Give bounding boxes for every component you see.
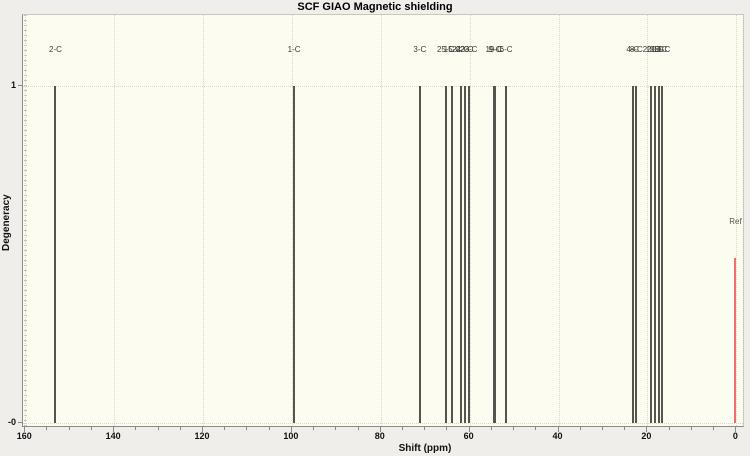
x-major-tick [24,427,26,432]
peak-stick [650,86,653,423]
peak-label: 19-C [485,45,503,54]
x-minor-tick [535,427,537,430]
x-gridline [647,15,649,426]
x-gridline [469,15,471,426]
x-major-tick [557,427,559,432]
peak-stick [660,86,663,423]
x-minor-tick [268,427,270,430]
x-minor-tick [46,427,48,430]
x-tick-label: 0 [732,431,738,441]
peak-label: 25-C [436,45,455,54]
x-minor-tick [668,427,670,430]
x-minor-tick [690,427,692,430]
x-minor-tick [246,427,248,430]
x-gridline [558,15,560,426]
peak-stick [631,86,634,423]
x-minor-tick [602,427,603,430]
peak-stick [293,86,296,423]
chart-title: SCF GIAO Magnetic shielding [297,1,453,13]
x-minor-tick [624,427,626,430]
peak-stick [654,86,657,423]
peak-label: 9-C [488,45,502,54]
x-minor-tick [224,427,226,430]
peak-label: 22-C [456,45,474,54]
x-major-tick [646,427,648,432]
peak-label: 8-C [629,45,643,54]
x-gridline [380,15,382,426]
x-minor-tick [446,427,448,430]
x-minor-tick [579,427,581,430]
x-minor-tick [313,427,315,430]
peak-label: 4-C [626,45,640,54]
peak-label: 18-C [652,45,671,54]
x-minor-tick [68,427,70,430]
x-minor-tick [135,427,137,430]
peak-stick [635,86,638,423]
peak-stick [459,86,462,423]
x-minor-tick [713,427,715,430]
peak-stick [505,86,508,423]
y-gridline [23,86,743,87]
x-minor-tick [90,427,92,430]
peak-label: 3-C [413,45,427,54]
peak-label: 16-C [649,45,668,54]
peak-stick [463,86,466,423]
peak-label: 21-C [646,45,665,54]
x-tick-label: 40 [552,431,563,441]
peak-stick [444,86,447,423]
x-minor-tick [513,427,515,430]
peak-label: 6-C [499,45,513,54]
x-minor-tick [157,427,159,430]
y-gridline [23,423,743,424]
x-minor-tick [335,427,337,430]
x-minor-tick [490,427,492,430]
peak-stick [494,86,496,423]
x-major-tick [202,427,203,432]
y-tick-label: -0 [7,417,16,427]
x-major-tick [735,427,737,432]
x-gridline [203,15,204,426]
x-major-tick [468,427,470,432]
x-tick-label: 80 [374,431,385,441]
x-tick-label: 100 [283,431,299,441]
peak-label: 1-C [287,45,301,54]
x-tick-label: 20 [641,431,652,441]
peak-stick [657,86,660,423]
x-tick-label: 120 [194,431,210,441]
peak-label: 20-C [642,45,661,54]
y-tick-label: 1 [10,80,16,90]
x-tick-label: 140 [105,431,121,441]
y-axis-title: Degeneracy [1,194,12,252]
peak-label: 2-C [48,45,62,54]
x-major-tick [290,427,292,432]
x-major-tick [113,427,115,432]
plot-area: 2-C 1-C 3-C 25-C 15-C 24-C 22-C 23-C 19-C 9-C 6-C 4… [22,14,744,427]
x-gridline [25,15,27,426]
x-gridline [291,15,293,426]
x-gridline [736,15,738,426]
x-minor-tick [179,427,181,430]
reference-label: Ref [729,217,742,226]
x-major-tick [379,427,381,432]
x-minor-tick [424,427,426,430]
peak-stick [418,86,421,423]
x-gridline [114,15,116,426]
y-tick [18,85,22,86]
y-tick [18,422,22,423]
peak-stick [54,86,57,423]
reference-stick [734,257,737,423]
x-tick-label: 160 [16,431,32,441]
x-tick-label: 60 [463,431,474,441]
peak-label: 24-C [452,45,470,54]
x-minor-tick [357,427,359,430]
peak-stick [451,86,454,423]
x-axis-title: Shift (ppm) [398,443,452,454]
x-minor-tick [402,427,403,430]
peak-label: 23-C [460,45,478,54]
peak-label: 15-C [443,45,461,54]
peak-stick [467,86,470,423]
